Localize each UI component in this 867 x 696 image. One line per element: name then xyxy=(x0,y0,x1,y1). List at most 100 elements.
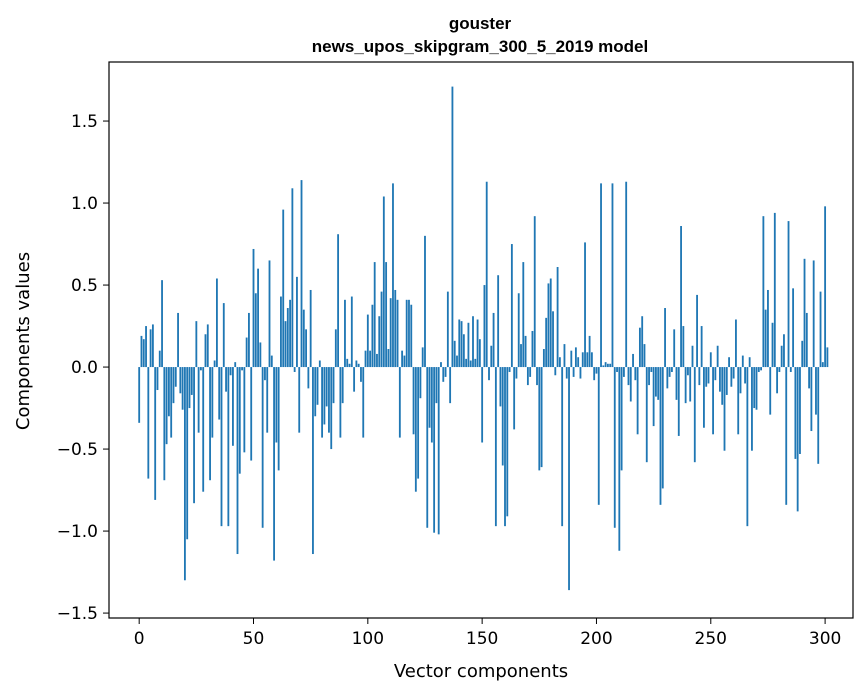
bar-266 xyxy=(746,367,749,527)
bar-115 xyxy=(401,350,404,368)
bar-92 xyxy=(348,363,351,368)
bar-38 xyxy=(225,367,227,392)
bar-118 xyxy=(408,299,410,368)
bar-299 xyxy=(821,362,824,368)
bar-284 xyxy=(787,221,790,368)
bar-286 xyxy=(792,288,795,368)
bar-31 xyxy=(209,367,211,481)
bar-136 xyxy=(449,367,452,404)
bar-301 xyxy=(826,347,829,368)
bar-143 xyxy=(465,358,468,368)
bar-287 xyxy=(794,367,797,459)
bar-47 xyxy=(245,337,248,368)
bar-21 xyxy=(186,367,189,540)
bar-271 xyxy=(757,367,760,372)
bar-261 xyxy=(735,319,737,368)
bar-185 xyxy=(561,367,564,527)
bar-202 xyxy=(600,183,602,368)
bar-279 xyxy=(776,367,779,394)
bar-52 xyxy=(257,268,259,368)
bar-187 xyxy=(565,367,568,379)
bar-232 xyxy=(668,367,671,377)
bar-15 xyxy=(172,367,175,404)
bar-226 xyxy=(655,367,657,397)
bar-212 xyxy=(622,367,625,377)
bar-11 xyxy=(163,367,166,481)
bar-81 xyxy=(323,367,326,425)
bar-145 xyxy=(469,360,472,368)
x-tick-label: 300 xyxy=(809,629,841,649)
bar-277 xyxy=(771,322,774,368)
bar-227 xyxy=(657,367,660,400)
bar-154 xyxy=(490,345,493,368)
bar-264 xyxy=(741,355,744,368)
bar-110 xyxy=(389,298,392,368)
bar-132 xyxy=(440,362,442,368)
bar-98 xyxy=(362,367,365,438)
bar-236 xyxy=(677,367,680,436)
bar-195 xyxy=(584,242,586,368)
bar-219 xyxy=(638,327,641,368)
bar-94 xyxy=(353,367,356,392)
bar-30 xyxy=(206,324,209,368)
bar-53 xyxy=(259,342,262,368)
bar-108 xyxy=(385,262,388,368)
bar-74 xyxy=(307,367,310,389)
bar-268 xyxy=(751,367,753,451)
bar-229 xyxy=(661,367,664,489)
bar-244 xyxy=(696,294,698,368)
bar-158 xyxy=(499,367,502,407)
bar-240 xyxy=(687,367,689,376)
y-tick-label: −0.5 xyxy=(57,440,98,460)
bar-223 xyxy=(648,367,650,386)
bar-10 xyxy=(161,280,163,368)
bar-69 xyxy=(296,276,298,368)
bar-125 xyxy=(424,235,426,368)
bar-248 xyxy=(705,367,708,387)
bar-26 xyxy=(197,367,200,433)
bar-164 xyxy=(513,367,516,430)
bar-246 xyxy=(700,326,703,368)
plot-frame xyxy=(108,61,854,619)
bar-273 xyxy=(762,216,765,368)
bar-67 xyxy=(291,188,294,368)
bar-206 xyxy=(609,363,612,368)
x-axis-ticks: 0 50 100 150 200 250 300 xyxy=(134,618,841,649)
bar-238 xyxy=(682,326,685,368)
bar-216 xyxy=(632,353,634,368)
bar-207 xyxy=(611,183,614,368)
bar-142 xyxy=(462,334,465,368)
bar-201 xyxy=(597,367,600,505)
bar-257 xyxy=(725,367,728,395)
bar-41 xyxy=(232,367,234,446)
bar-129 xyxy=(433,367,436,533)
chart-subtitle: news_upos_skipgram_300_5_2019 model xyxy=(312,37,648,56)
bar-9 xyxy=(158,350,161,368)
bar-111 xyxy=(392,183,394,368)
bar-78 xyxy=(316,367,319,405)
bar-221 xyxy=(643,344,646,368)
bar-37 xyxy=(222,303,225,368)
bar-131 xyxy=(437,367,440,535)
bar-68 xyxy=(293,367,296,372)
bar-64 xyxy=(284,321,287,368)
bar-135 xyxy=(446,291,449,368)
bar-128 xyxy=(430,367,433,443)
bar-161 xyxy=(506,367,509,517)
bar-34 xyxy=(216,278,218,368)
bar-281 xyxy=(780,345,783,368)
bar-133 xyxy=(442,367,445,382)
bar-205 xyxy=(606,363,609,368)
bar-262 xyxy=(737,367,740,435)
bar-280 xyxy=(778,367,781,372)
bar-28 xyxy=(202,367,205,492)
bar-19 xyxy=(181,367,184,410)
bar-224 xyxy=(650,367,653,372)
bar-265 xyxy=(744,367,746,384)
bar-105 xyxy=(378,316,381,368)
bar-18 xyxy=(179,367,182,394)
bars-group xyxy=(138,86,829,591)
bar-276 xyxy=(769,367,772,415)
bar-152 xyxy=(485,181,488,368)
